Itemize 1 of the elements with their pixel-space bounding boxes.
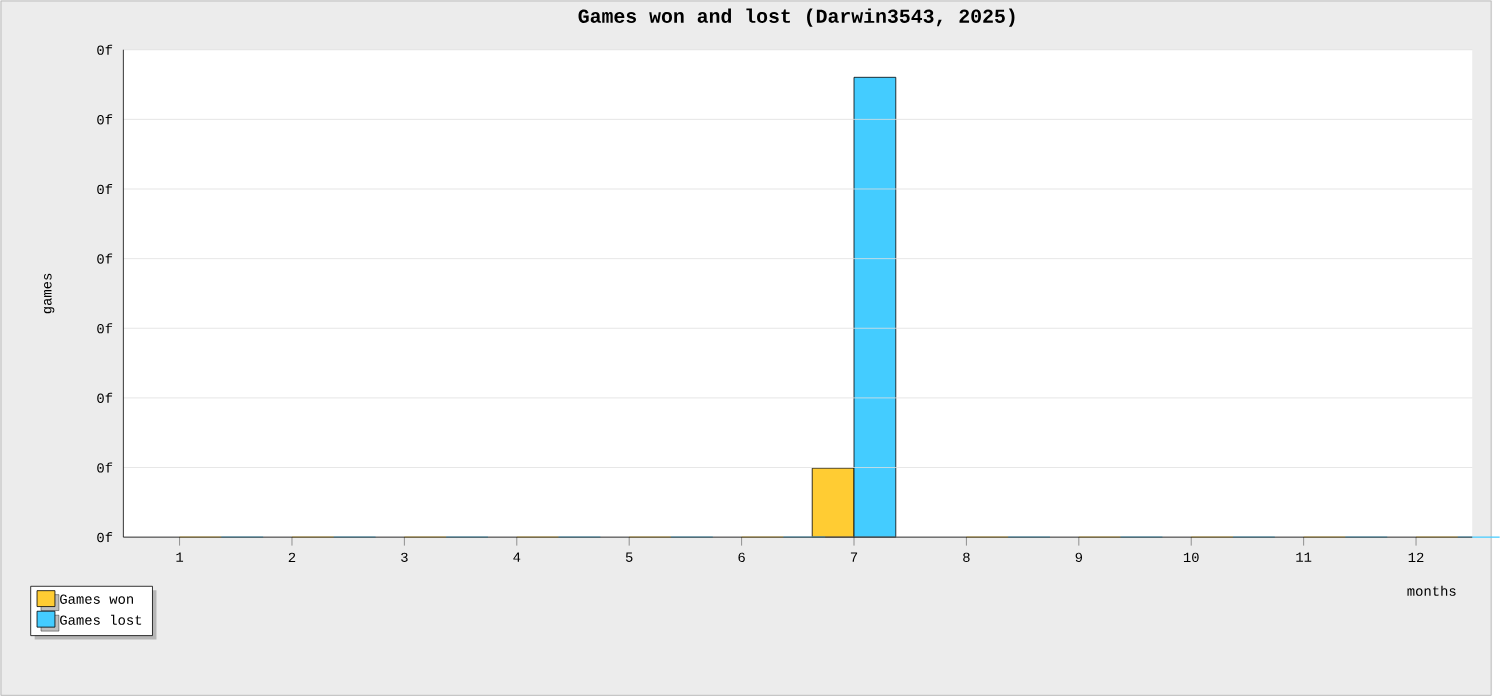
chart-title: Games won and lost (Darwin3543, 2025) bbox=[578, 8, 1015, 27]
